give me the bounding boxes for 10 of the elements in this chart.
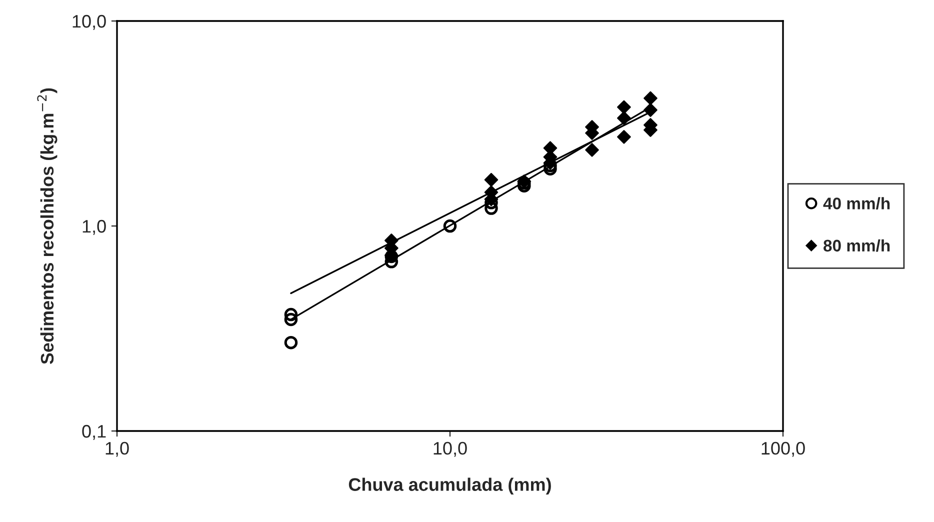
x-tick-label: 100,0 (762, 442, 805, 457)
y-tick-label: 0,1 (82, 424, 106, 440)
legend-label: 80 mm/h (824, 239, 890, 252)
y-axis-title: Sedimentos recolhidos (kg.m$^{−2}$) (37, 88, 58, 364)
y-tick-label: 10,0 (72, 14, 106, 30)
x-tick-label: 10,0 (434, 442, 467, 457)
y-tick-label: 1,0 (82, 220, 106, 235)
x-tick-label: 1,0 (106, 442, 129, 457)
x-axis-title: Chuva acumulada (mm) (348, 478, 551, 495)
legend-label: 40 mm/h (823, 197, 890, 210)
